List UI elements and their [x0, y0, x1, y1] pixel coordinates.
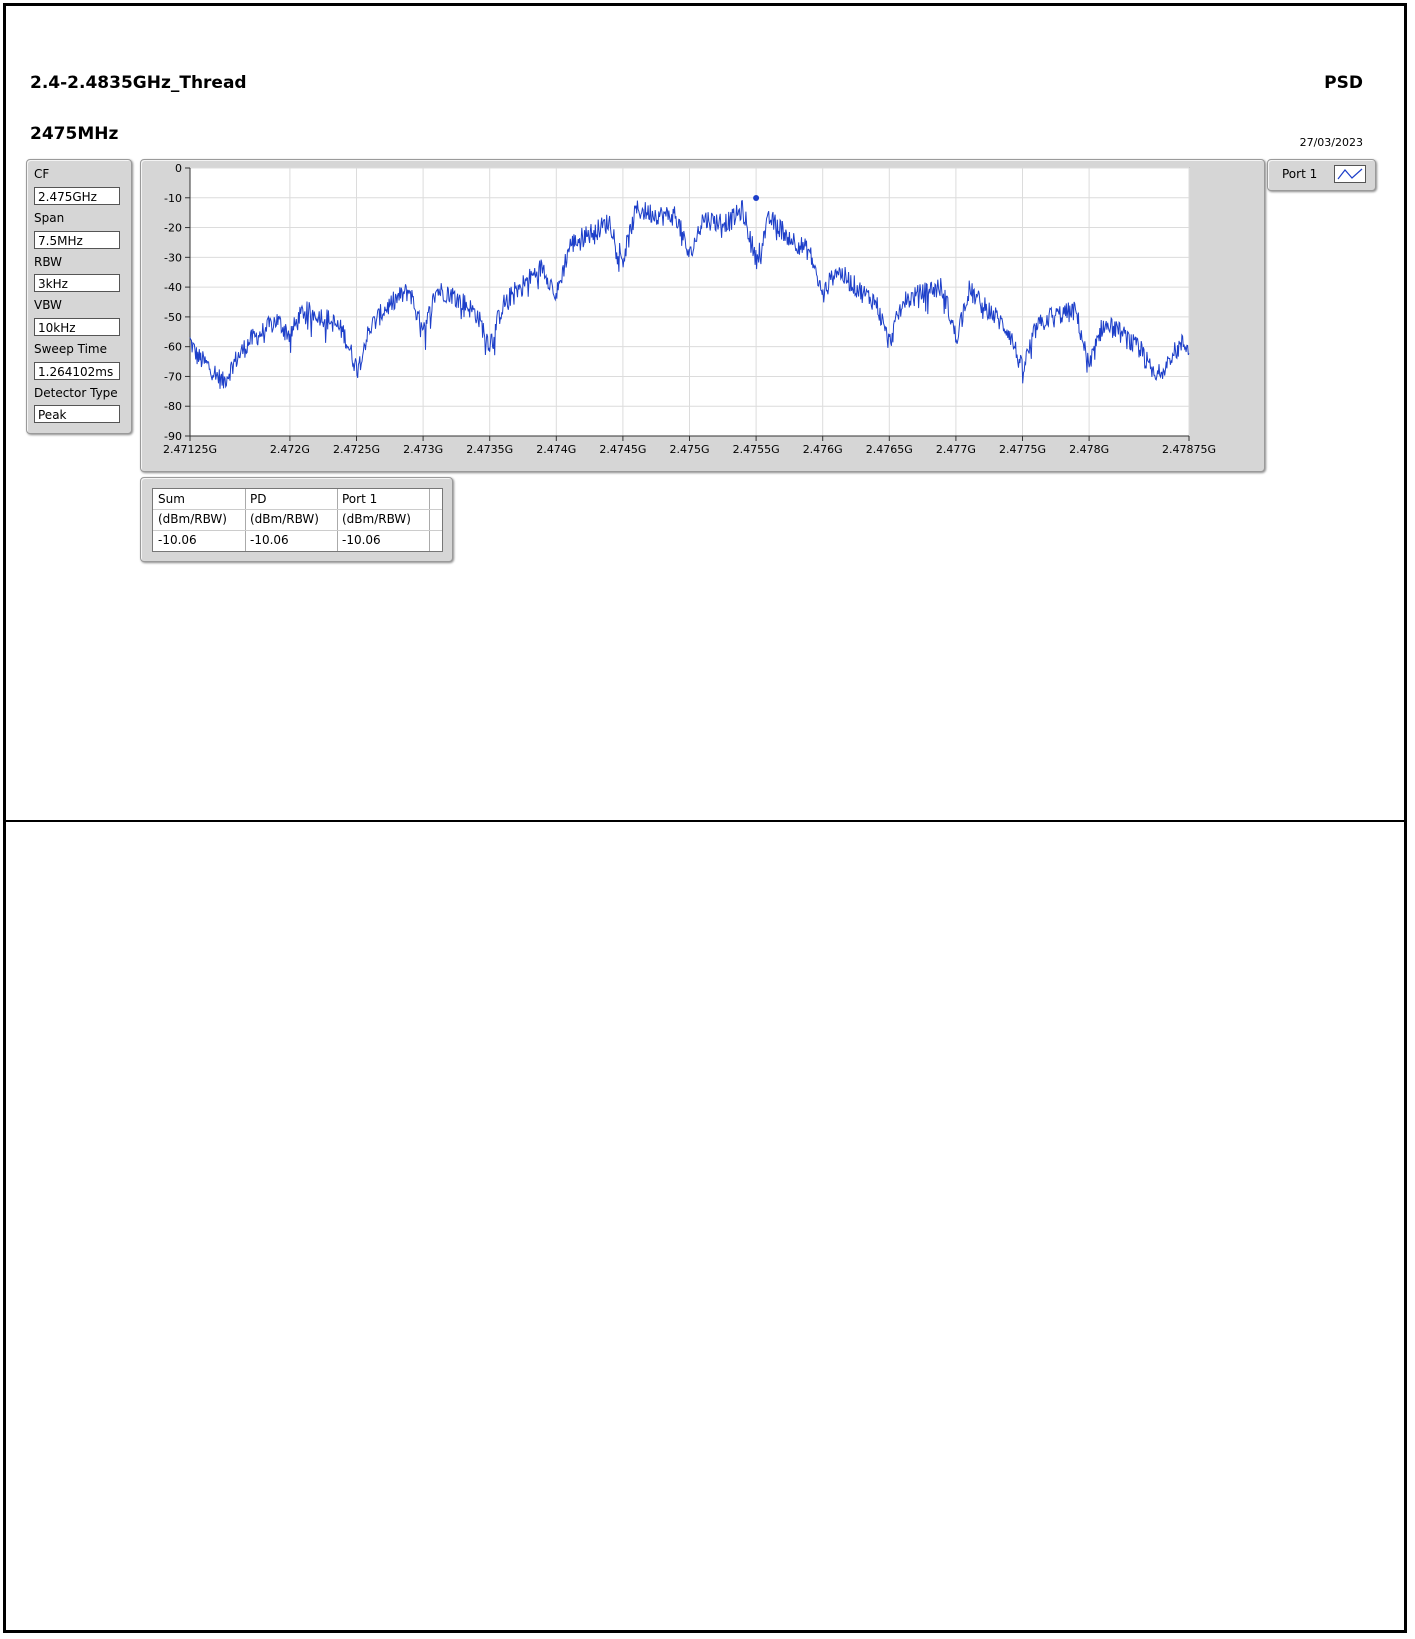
summary-table-panel: Sum PD Port 1 (dBm/RBW) (dBm/RBW) (dBm/R…	[140, 477, 453, 562]
table-header-pd: PD	[250, 492, 267, 506]
date-label: 27/03/2023	[1299, 136, 1363, 149]
x-tick-label: 2.477G	[936, 443, 976, 456]
spectrum-chart[interactable]: 0 -10 -20 -30 -40 -50 -60 -70 -80 -902.47125G 2.47…	[141, 160, 1264, 471]
series-line-port1	[189, 199, 1190, 389]
spectrum-chart-panel: 0 -10 -20 -30 -40 -50 -60 -70 -80 -90 2.47125G 2.47…	[140, 159, 1265, 472]
x-tick-label: 2.478G	[1069, 443, 1109, 456]
page-frame	[3, 3, 1407, 1633]
y-tick-label: -50	[164, 311, 182, 324]
vbw-label: VBW	[34, 298, 62, 312]
vbw-field[interactable]: 10kHz	[34, 318, 120, 336]
x-tick-label: 2.472G	[270, 443, 310, 456]
rbw-label: RBW	[34, 255, 63, 269]
y-tick-label: 0	[175, 162, 182, 175]
x-tick-label: 2.4755G	[733, 443, 780, 456]
x-tick-label: 2.4725G	[333, 443, 380, 456]
table-header-port1: Port 1	[342, 492, 378, 506]
line-plot-icon	[1334, 165, 1366, 183]
x-tick-label: 2.476G	[803, 443, 843, 456]
span-label: Span	[34, 211, 65, 225]
summary-table: Sum PD Port 1 (dBm/RBW) (dBm/RBW) (dBm/R…	[152, 488, 443, 552]
x-tick-label: 2.47875G	[1162, 443, 1216, 456]
detector-type-label: Detector Type	[34, 386, 118, 400]
section-divider	[3, 820, 1407, 822]
table-divider	[337, 489, 338, 551]
y-tick-label: -70	[164, 370, 182, 383]
cf-field[interactable]: 2.475GHz	[34, 187, 120, 205]
x-tick-label: 2.47125G	[163, 443, 217, 456]
y-tick-label: -60	[164, 341, 182, 354]
table-value-port1: -10.06	[342, 533, 381, 547]
y-tick-label: -30	[164, 251, 182, 264]
table-unit-sum: (dBm/RBW)	[158, 512, 227, 526]
y-tick-label: -10	[164, 192, 182, 205]
table-header-sum: Sum	[158, 492, 185, 506]
cf-label: CF	[34, 167, 50, 181]
sweep-time-field[interactable]: 1.264102ms	[34, 362, 120, 380]
y-tick-label: -80	[164, 400, 182, 413]
sweep-time-label: Sweep Time	[34, 342, 107, 356]
table-divider	[245, 489, 246, 551]
y-tick-label: -90	[164, 430, 182, 443]
table-value-pd: -10.06	[250, 533, 289, 547]
x-tick-label: 2.4735G	[466, 443, 513, 456]
rbw-field[interactable]: 3kHz	[34, 274, 120, 292]
table-divider	[153, 530, 442, 531]
plot-legend[interactable]: Port 1	[1267, 159, 1376, 191]
x-tick-label: 2.4765G	[866, 443, 913, 456]
table-unit-port1: (dBm/RBW)	[342, 512, 411, 526]
peak-marker	[753, 194, 760, 201]
legend-label: Port 1	[1282, 167, 1318, 181]
y-tick-label: -20	[164, 222, 182, 235]
x-tick-label: 2.474G	[536, 443, 576, 456]
settings-panel: CF 2.475GHz Span 7.5MHz RBW 3kHz VBW 10k…	[26, 159, 132, 434]
mode-label: PSD	[1324, 73, 1363, 93]
table-divider	[429, 489, 430, 551]
table-divider	[153, 509, 442, 510]
y-tick-label: -40	[164, 281, 182, 294]
detector-type-field[interactable]: Peak	[34, 405, 120, 423]
span-field[interactable]: 7.5MHz	[34, 231, 120, 249]
table-unit-pd: (dBm/RBW)	[250, 512, 319, 526]
band-title: 2.4-2.4835GHz_Thread	[30, 73, 247, 93]
channel-title: 2475MHz	[30, 124, 119, 144]
x-tick-label: 2.4775G	[999, 443, 1046, 456]
x-tick-label: 2.475G	[669, 443, 709, 456]
table-value-sum: -10.06	[158, 533, 197, 547]
x-tick-label: 2.4745G	[599, 443, 646, 456]
x-tick-label: 2.473G	[403, 443, 443, 456]
